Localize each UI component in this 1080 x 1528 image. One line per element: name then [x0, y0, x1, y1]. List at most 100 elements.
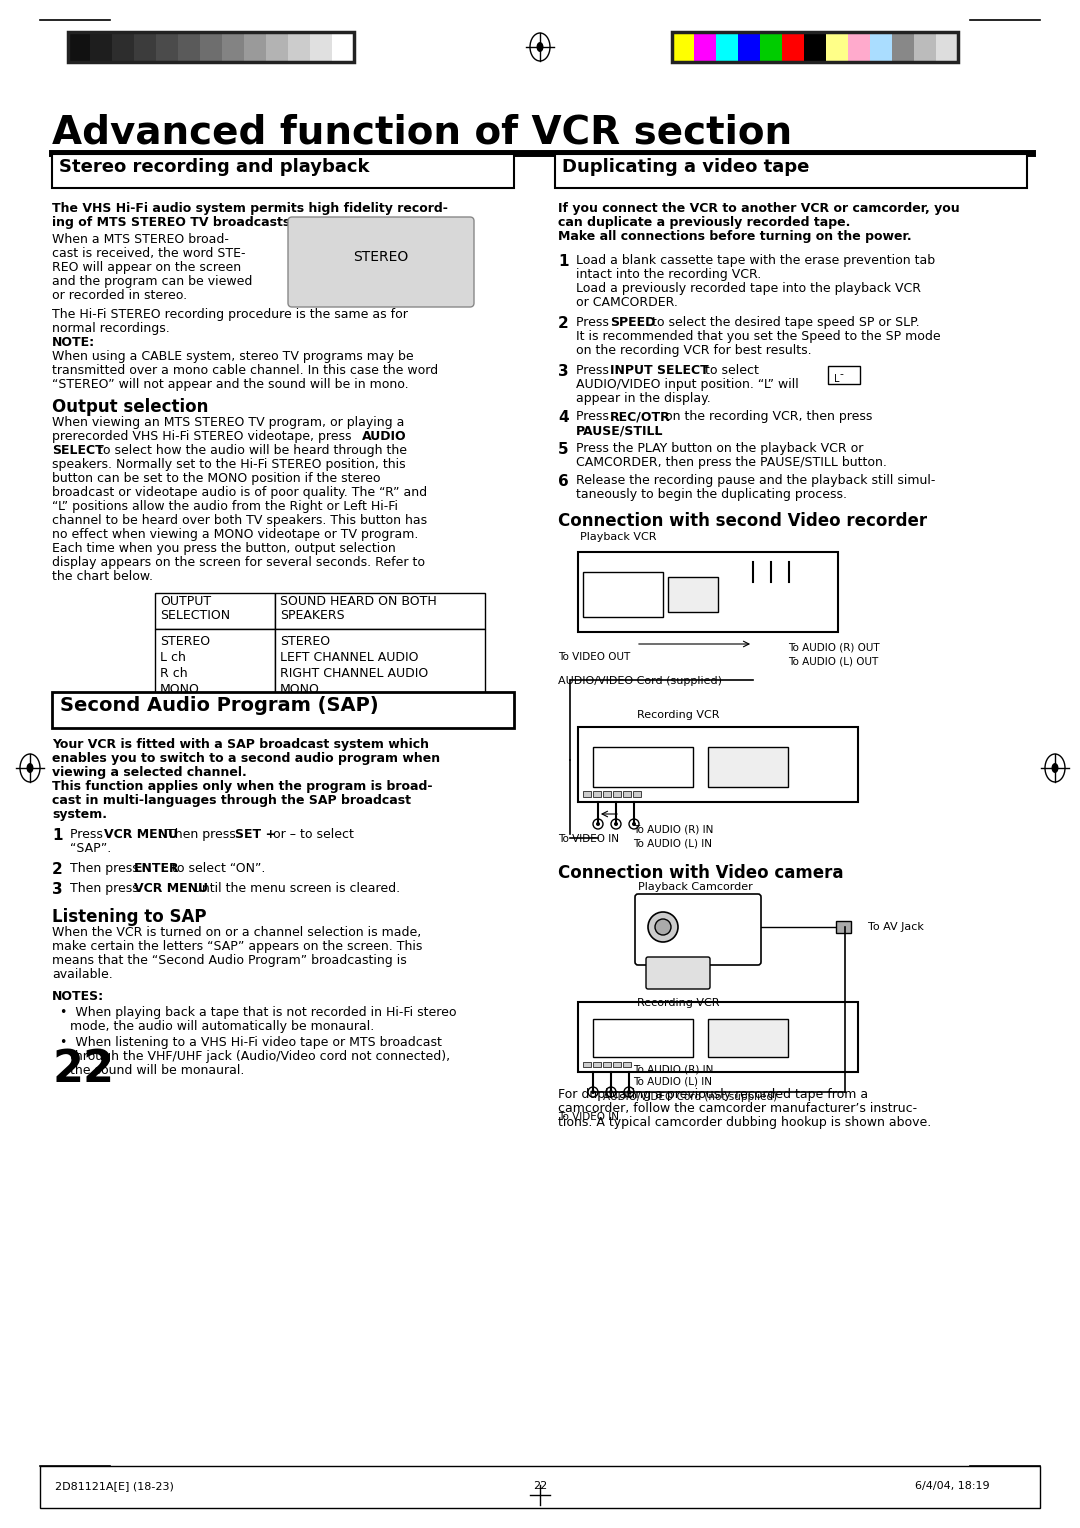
Bar	[178, 32, 200, 63]
Text: or CAMCORDER.: or CAMCORDER.	[576, 296, 678, 309]
Bar	[613, 792, 621, 798]
Circle shape	[609, 1089, 613, 1094]
Text: AUDIO/VIDEO Cord (supplied): AUDIO/VIDEO Cord (supplied)	[558, 675, 723, 686]
Text: L¯: L¯	[834, 374, 845, 384]
Bar	[156, 32, 178, 63]
Text: through the VHF/UHF jack (Audio/Video cord not connected),: through the VHF/UHF jack (Audio/Video co…	[70, 1050, 450, 1063]
Text: To AUDIO (L) IN: To AUDIO (L) IN	[633, 837, 712, 848]
Bar	[583, 792, 591, 798]
Bar	[593, 792, 600, 798]
Text: RIGHT CHANNEL AUDIO: RIGHT CHANNEL AUDIO	[280, 668, 429, 680]
Text: means that the “Second Audio Program” broadcasting is: means that the “Second Audio Program” br…	[52, 953, 407, 967]
Text: PAUSE/STILL: PAUSE/STILL	[576, 423, 663, 437]
Text: 6: 6	[558, 474, 569, 489]
Text: This function applies only when the program is broad-: This function applies only when the prog…	[52, 779, 432, 793]
Text: to select the desired tape speed SP or SLP.: to select the desired tape speed SP or S…	[648, 316, 920, 329]
Circle shape	[654, 918, 671, 935]
Circle shape	[766, 579, 777, 588]
Circle shape	[588, 1086, 598, 1097]
Text: Second Audio Program (SAP): Second Audio Program (SAP)	[60, 695, 379, 715]
Bar	[112, 32, 134, 63]
Text: AUDIO/VIDEO Cord (not supplied): AUDIO/VIDEO Cord (not supplied)	[603, 1093, 778, 1102]
Bar	[738, 32, 760, 63]
Text: Your VCR is fitted with a SAP broadcast system which: Your VCR is fitted with a SAP broadcast …	[52, 738, 429, 750]
Bar	[555, 154, 1027, 188]
Text: Advanced function of VCR section: Advanced function of VCR section	[52, 113, 792, 151]
Text: Make all connections before turning on the power.: Make all connections before turning on t…	[558, 231, 912, 243]
Text: When using a CABLE system, stereo TV programs may be: When using a CABLE system, stereo TV pro…	[52, 350, 414, 364]
Text: Connection with Video camera: Connection with Video camera	[558, 863, 843, 882]
Bar	[694, 32, 716, 63]
Text: the chart below.: the chart below.	[52, 570, 153, 584]
Circle shape	[787, 582, 791, 587]
Text: 6/4/04, 18:19: 6/4/04, 18:19	[916, 1481, 990, 1491]
Bar	[578, 727, 858, 802]
Text: Listening to SAP: Listening to SAP	[52, 908, 206, 926]
Text: on the recording VCR for best results.: on the recording VCR for best results.	[576, 344, 812, 358]
Text: To AUDIO (L) IN: To AUDIO (L) IN	[633, 1077, 712, 1086]
Bar	[593, 1062, 600, 1067]
Text: CAMCORDER, then press the PAUSE/STILL button.: CAMCORDER, then press the PAUSE/STILL bu…	[576, 455, 887, 469]
Text: until the menu screen is cleared.: until the menu screen is cleared.	[190, 882, 400, 895]
Text: ENTER: ENTER	[134, 862, 179, 876]
Text: 3: 3	[52, 882, 63, 897]
Bar	[633, 792, 642, 798]
Text: prerecorded VHS Hi-Fi STEREO videotape, press: prerecorded VHS Hi-Fi STEREO videotape, …	[52, 429, 355, 443]
Bar	[848, 32, 870, 63]
Text: .: .	[654, 423, 658, 437]
Text: the sound will be monaural.: the sound will be monaural.	[70, 1063, 244, 1077]
Text: or recorded in stereo.: or recorded in stereo.	[52, 289, 187, 303]
Text: available.: available.	[52, 969, 112, 981]
Text: Connection with second Video recorder: Connection with second Video recorder	[558, 512, 927, 530]
Text: NOTES:: NOTES:	[52, 990, 104, 1002]
Text: Playback VCR: Playback VCR	[580, 532, 657, 542]
Text: channel to be heard over both TV speakers. This button has: channel to be heard over both TV speaker…	[52, 513, 427, 527]
Text: OUTPUT: OUTPUT	[160, 594, 211, 608]
Bar	[672, 32, 694, 63]
FancyBboxPatch shape	[635, 894, 761, 966]
Text: When viewing an MTS STEREO TV program, or playing a: When viewing an MTS STEREO TV program, o…	[52, 416, 404, 429]
Text: MONO: MONO	[280, 683, 320, 695]
Bar	[583, 1062, 591, 1067]
Text: When the VCR is turned on or a channel selection is made,: When the VCR is turned on or a channel s…	[52, 926, 421, 940]
Bar	[836, 921, 851, 934]
Bar	[288, 32, 310, 63]
Text: STEREO: STEREO	[160, 636, 211, 648]
Text: VCR MENU: VCR MENU	[134, 882, 208, 895]
Bar	[310, 32, 332, 63]
Text: REC/OTR: REC/OTR	[610, 410, 671, 423]
Text: make certain the letters “SAP” appears on the screen. This: make certain the letters “SAP” appears o…	[52, 940, 422, 953]
Text: SPEED: SPEED	[610, 316, 656, 329]
Text: taneously to begin the duplicating process.: taneously to begin the duplicating proce…	[576, 487, 847, 501]
Text: Release the recording pause and the playback still simul-: Release the recording pause and the play…	[576, 474, 935, 487]
Bar	[40, 1465, 1040, 1508]
Text: intact into the recording VCR.: intact into the recording VCR.	[576, 267, 761, 281]
Text: If you connect the VCR to another VCR or camcorder, you: If you connect the VCR to another VCR or…	[558, 202, 960, 215]
Ellipse shape	[27, 762, 33, 773]
Text: Load a previously recorded tape into the playback VCR: Load a previously recorded tape into the…	[576, 283, 921, 295]
Ellipse shape	[1052, 762, 1058, 773]
Text: “SAP”.: “SAP”.	[70, 842, 111, 856]
Text: Press: Press	[576, 364, 612, 377]
Circle shape	[606, 1086, 616, 1097]
Text: viewing a selected channel.: viewing a selected channel.	[52, 766, 246, 779]
Bar	[156, 630, 275, 697]
Text: 4: 4	[558, 410, 569, 425]
Bar	[613, 1062, 621, 1067]
Bar	[828, 367, 860, 384]
Bar	[623, 1062, 631, 1067]
Bar	[266, 32, 288, 63]
Text: LEFT CHANNEL AUDIO: LEFT CHANNEL AUDIO	[280, 651, 419, 665]
Circle shape	[784, 579, 794, 588]
Bar	[892, 32, 914, 63]
Bar	[332, 32, 354, 63]
Bar	[760, 32, 782, 63]
Text: SET +: SET +	[235, 828, 276, 840]
Bar	[623, 792, 631, 798]
Text: to select how the audio will be heard through the: to select how the audio will be heard th…	[94, 445, 407, 457]
Text: Press: Press	[70, 828, 107, 840]
Text: L ch: L ch	[160, 651, 186, 665]
Text: Press: Press	[576, 316, 612, 329]
Circle shape	[632, 822, 636, 827]
Bar	[578, 552, 838, 633]
